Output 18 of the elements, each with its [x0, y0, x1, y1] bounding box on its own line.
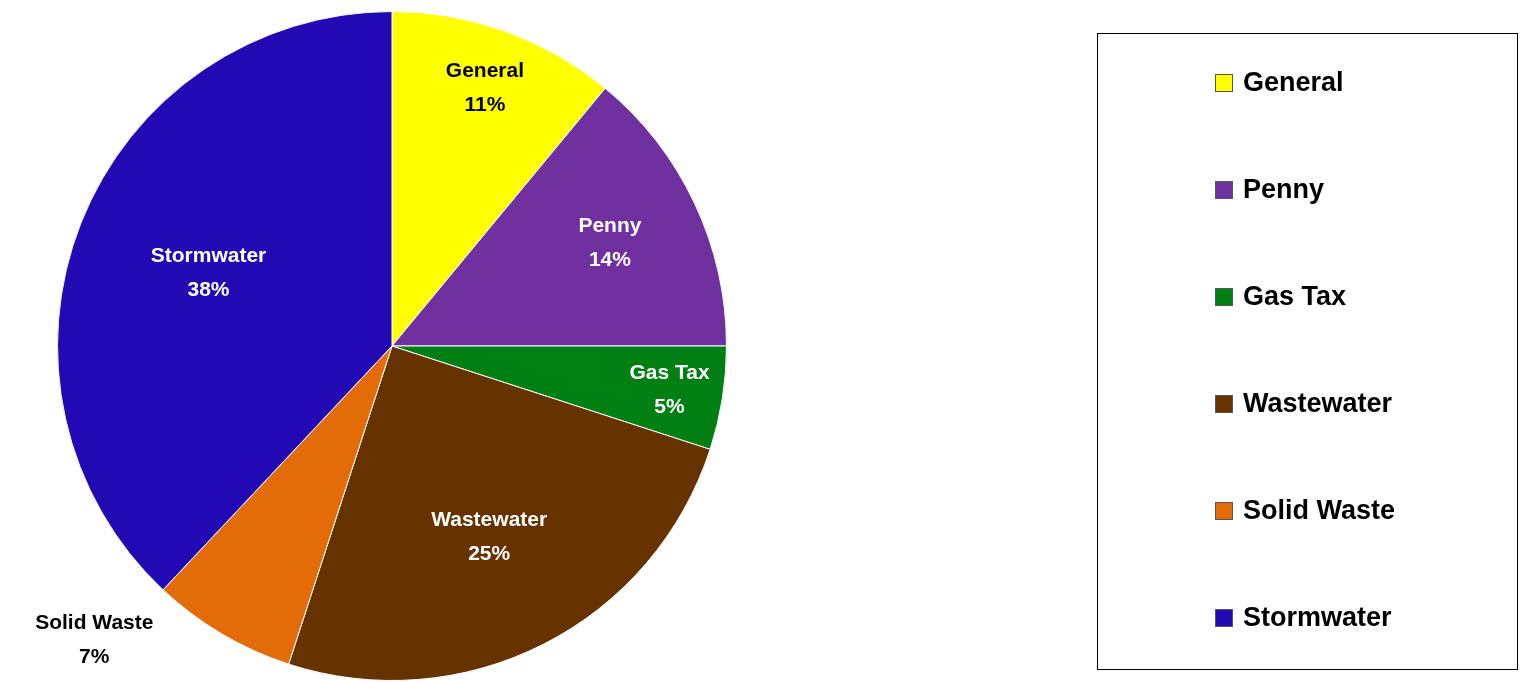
slice-label: Gas Tax [629, 359, 710, 383]
slice-label: Penny [578, 213, 642, 237]
data-label: 7% [79, 644, 110, 668]
data-label: 38% [187, 277, 230, 301]
data-label: 14% [588, 247, 632, 271]
legend-label: Gas Tax [1243, 281, 1347, 312]
data-label: 5% [654, 393, 686, 417]
slice-label: Stormwater [150, 243, 267, 267]
slice-label: Solid Waste [35, 610, 154, 634]
slice-label: Wastewater [431, 506, 548, 530]
legend-label: Wastewater [1243, 388, 1393, 419]
legend-label: General [1243, 67, 1344, 98]
slice-label: General [445, 57, 525, 81]
legend-label: Stormwater [1243, 602, 1392, 633]
data-label: 25% [468, 540, 511, 564]
data-label: 11% [464, 91, 506, 115]
legend-label: Penny [1243, 174, 1325, 205]
legend-label: Solid Waste [1243, 495, 1396, 526]
